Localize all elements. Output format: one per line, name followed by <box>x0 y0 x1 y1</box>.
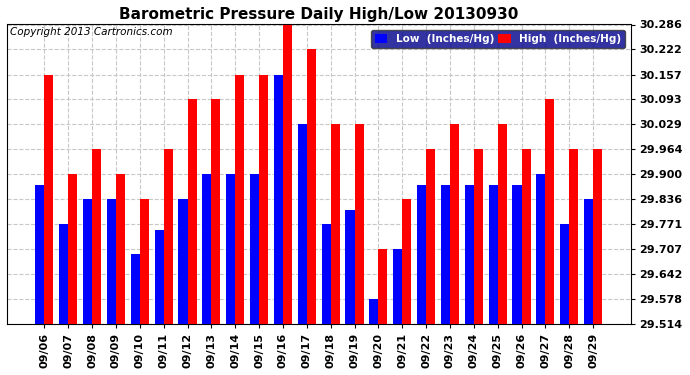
Bar <box>584 199 593 324</box>
Bar <box>378 249 388 324</box>
Bar <box>536 174 545 324</box>
Bar <box>250 174 259 324</box>
Bar <box>68 174 77 324</box>
Bar <box>130 254 140 324</box>
Bar <box>140 199 149 324</box>
Bar <box>560 224 569 324</box>
Bar <box>346 210 355 324</box>
Bar <box>307 49 316 324</box>
Bar <box>355 124 364 324</box>
Bar <box>369 299 378 324</box>
Bar <box>522 149 531 324</box>
Bar <box>450 124 459 324</box>
Bar <box>116 174 125 324</box>
Bar <box>569 149 578 324</box>
Bar <box>226 174 235 324</box>
Bar <box>426 149 435 324</box>
Bar <box>545 99 555 324</box>
Bar <box>593 149 602 324</box>
Bar <box>274 75 283 324</box>
Bar <box>83 199 92 324</box>
Bar <box>298 124 307 324</box>
Bar <box>497 124 506 324</box>
Bar <box>179 199 188 324</box>
Bar <box>188 99 197 324</box>
Bar <box>393 249 402 324</box>
Bar <box>417 185 426 324</box>
Legend: Low  (Inches/Hg), High  (Inches/Hg): Low (Inches/Hg), High (Inches/Hg) <box>371 30 625 48</box>
Bar <box>441 185 450 324</box>
Bar <box>235 75 244 324</box>
Bar <box>331 124 339 324</box>
Bar <box>211 99 220 324</box>
Bar <box>489 185 497 324</box>
Bar <box>92 149 101 324</box>
Bar <box>259 75 268 324</box>
Bar <box>155 230 164 324</box>
Bar <box>35 185 44 324</box>
Bar <box>402 199 411 324</box>
Bar <box>283 24 292 324</box>
Title: Barometric Pressure Daily High/Low 20130930: Barometric Pressure Daily High/Low 20130… <box>119 7 518 22</box>
Bar <box>474 149 483 324</box>
Bar <box>44 75 53 324</box>
Bar <box>322 224 331 324</box>
Bar <box>202 174 211 324</box>
Bar <box>59 224 68 324</box>
Bar <box>513 185 522 324</box>
Bar <box>465 185 474 324</box>
Bar <box>107 199 116 324</box>
Bar <box>164 149 172 324</box>
Text: Copyright 2013 Cartronics.com: Copyright 2013 Cartronics.com <box>10 27 172 38</box>
